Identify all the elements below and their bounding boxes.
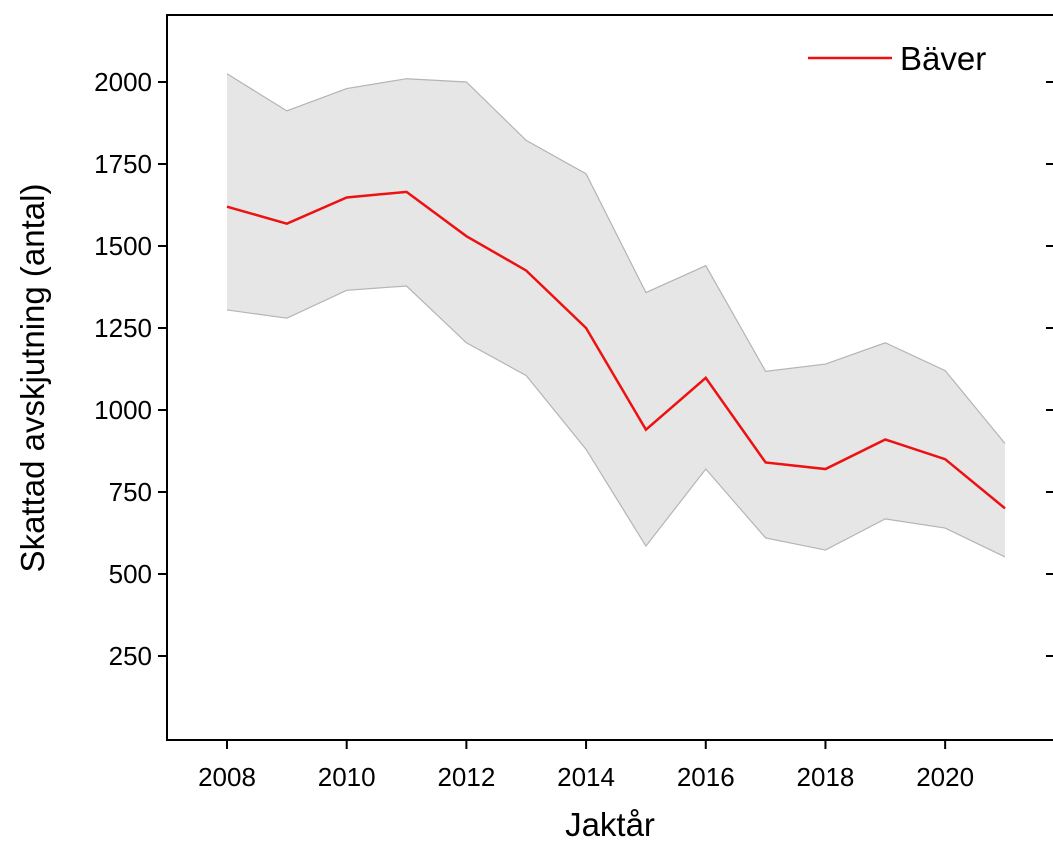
band-lower-edge — [226, 285, 1006, 558]
y-tick-label: 2000 — [94, 67, 152, 97]
y-axis-title: Skattad avskjutning (antal) — [14, 184, 51, 573]
y-ticks: 250 500 750 1000 1250 1500 1750 2000 — [94, 67, 1053, 671]
y-tick-label: 750 — [109, 477, 152, 507]
x-tick-label: 2014 — [557, 762, 615, 792]
x-tick-label: 2008 — [198, 762, 256, 792]
y-tick-label: 1250 — [94, 313, 152, 343]
x-axis-title: Jaktår — [565, 806, 655, 843]
x-ticks: 2008 2010 2012 2014 2016 2018 2020 — [198, 740, 974, 792]
series-line-layer — [226, 190, 1006, 510]
x-tick-label: 2010 — [318, 762, 376, 792]
y-tick-label: 1750 — [94, 149, 152, 179]
x-tick-label: 2012 — [437, 762, 495, 792]
x-tick-label: 2020 — [916, 762, 974, 792]
x-tick-label: 2018 — [797, 762, 855, 792]
axes-frame — [166, 14, 1053, 741]
series-line-baver — [226, 190, 1006, 510]
confidence-band — [227, 73, 1005, 557]
band-upper-edge — [226, 73, 1006, 444]
x-tick-label: 2016 — [677, 762, 735, 792]
legend-label-baver: Bäver — [900, 40, 986, 77]
legend: Bäver — [808, 40, 986, 77]
y-tick-label: 500 — [109, 559, 152, 589]
y-tick-label: 250 — [109, 641, 152, 671]
y-tick-label: 1500 — [94, 231, 152, 261]
confidence-band-layer — [226, 73, 1006, 558]
y-tick-label: 1000 — [94, 395, 152, 425]
